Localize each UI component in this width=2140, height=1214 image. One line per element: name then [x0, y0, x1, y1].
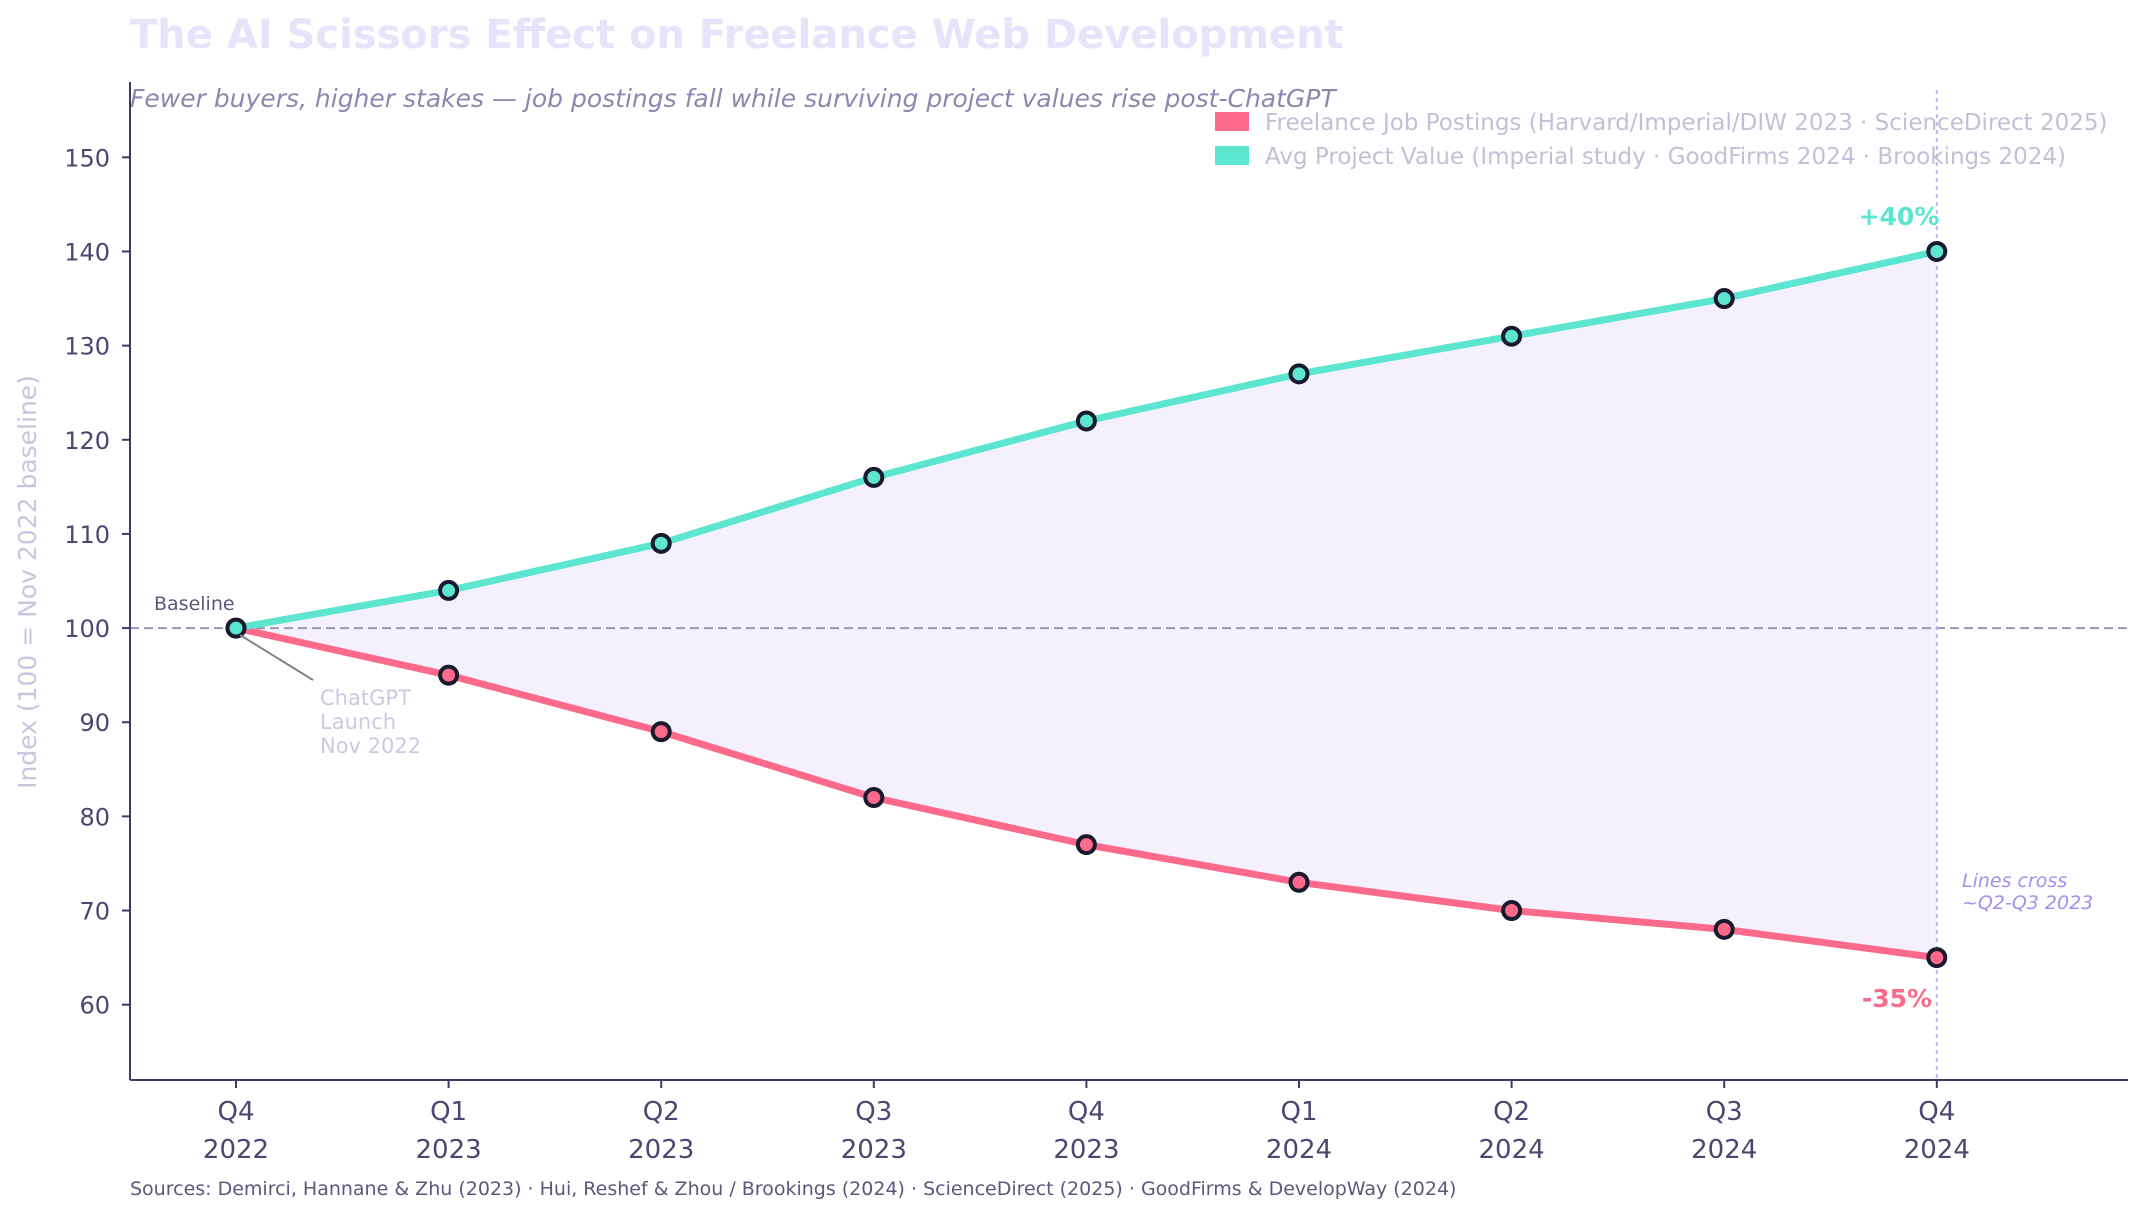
postings-end-label: -35%: [1862, 984, 1932, 1013]
baseline-annotation: Baseline: [154, 593, 235, 615]
x-tick-label: Q4 2022: [203, 1097, 269, 1165]
x-tick-label: Q4 2023: [1053, 1097, 1119, 1165]
data-point-project-value: [225, 617, 247, 639]
data-point-project-value: [1288, 363, 1310, 385]
legend: Freelance Job Postings (Harvard/Imperial…: [1215, 110, 2108, 170]
y-tick-label: 150: [64, 144, 110, 172]
legend-swatch-postings: [1215, 112, 1249, 131]
axes: [129, 82, 2128, 1081]
cross-line-1: Lines cross: [1962, 870, 2067, 892]
cross-line-2: ~Q2-Q3 2023: [1962, 892, 2093, 914]
data-point-project-value: [1501, 325, 1523, 347]
y-axis-title: Index (100 = Nov 2022 baseline): [13, 375, 42, 789]
data-point-postings: [438, 664, 460, 686]
y-tick-label: 90: [79, 709, 110, 737]
y-tick-label: 60: [79, 992, 110, 1020]
data-point-postings: [1288, 871, 1310, 893]
legend-item-postings: Freelance Job Postings (Harvard/Imperial…: [1215, 110, 2108, 136]
data-point-project-value: [1713, 288, 1735, 310]
x-tick-label: Q1 2024: [1266, 1097, 1332, 1165]
data-point-postings: [1075, 834, 1097, 856]
chatgpt-annotation: ChatGPT Launch Nov 2022: [320, 686, 421, 758]
data-point-postings: [650, 721, 672, 743]
chatgpt-arrow: [239, 634, 314, 681]
chatgpt-line-3: Nov 2022: [320, 734, 421, 758]
source-footnote: Sources: Demirci, Hannane & Zhu (2023) ·…: [130, 1178, 1456, 1200]
x-tick-label: Q3 2024: [1691, 1097, 1757, 1165]
x-tick-label: Q2 2023: [628, 1097, 694, 1165]
chart-subtitle: Fewer buyers, higher stakes — job postin…: [130, 84, 1337, 113]
reference-lines: [130, 90, 2128, 1080]
x-tick-label: Q3 2023: [841, 1097, 907, 1165]
y-tick-label: 110: [64, 521, 110, 549]
y-tick-label: 80: [79, 803, 110, 831]
y-tick-label: 140: [64, 238, 110, 266]
data-point-postings: [1713, 918, 1735, 940]
x-tick-label: Q2 2024: [1479, 1097, 1545, 1165]
data-point-project-value: [863, 466, 885, 488]
fill-area-layer: [236, 251, 1937, 958]
y-tick-label: 130: [64, 333, 110, 361]
legend-label-postings: Freelance Job Postings (Harvard/Imperial…: [1265, 110, 2108, 136]
y-tick-label: 100: [64, 615, 110, 643]
data-point-project-value: [1926, 240, 1948, 262]
legend-label-project-value: Avg Project Value (Imperial study · Good…: [1265, 144, 2066, 170]
x-tick-label: Q4 2024: [1904, 1097, 1970, 1165]
legend-swatch-project-value: [1215, 146, 1249, 165]
data-point-postings: [1501, 900, 1523, 922]
gap-fill-area: [236, 251, 1937, 958]
data-point-project-value: [438, 579, 460, 601]
chart-title: The AI Scissors Effect on Freelance Web …: [130, 12, 1344, 58]
chatgpt-line-2: Launch: [320, 710, 396, 734]
legend-item-project-value: Avg Project Value (Imperial study · Good…: [1215, 144, 2066, 170]
data-point-project-value: [1075, 410, 1097, 432]
series-markers: [225, 240, 1948, 969]
y-tick-label: 120: [64, 427, 110, 455]
data-point-postings: [1926, 947, 1948, 969]
data-point-postings: [863, 787, 885, 809]
cross-annotation: Lines cross ~Q2-Q3 2023: [1962, 870, 2093, 914]
chatgpt-line-1: ChatGPT: [320, 686, 411, 710]
project-value-end-label: +40%: [1859, 202, 1940, 231]
x-ticks: Q4 2022 Q1 2023 Q2 2023 Q3 2023 Q4 2023 Q1 2024 Q2 20…: [203, 1080, 1970, 1165]
x-tick-label: Q1 2023: [416, 1097, 482, 1165]
y-tick-label: 70: [79, 898, 110, 926]
y-ticks: 60 70 80 90 100 110 120 130 140 150: [64, 144, 130, 1020]
data-point-project-value: [650, 532, 672, 554]
